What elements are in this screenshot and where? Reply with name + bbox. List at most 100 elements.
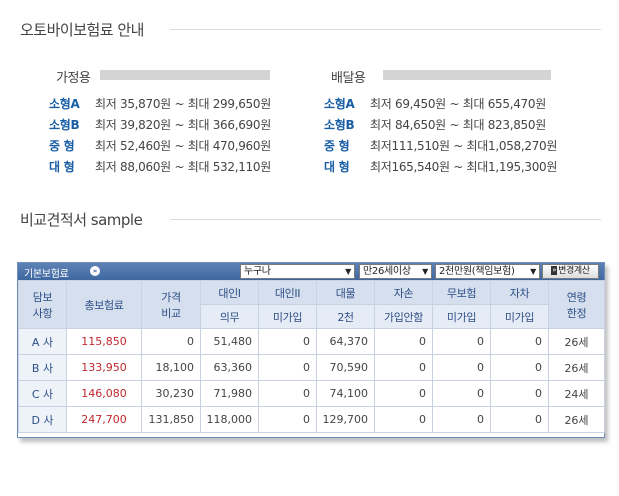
cell-total: 247,700: [66, 406, 142, 433]
plan-name: 소형A: [49, 97, 80, 111]
header-uninsured: 무보험: [432, 280, 491, 305]
cell-bodily2: 0: [258, 354, 317, 381]
driver-select[interactable]: 누구나 ▼: [240, 264, 355, 279]
group-label-home: 가정용: [56, 71, 91, 86]
header-total: 총보험료: [66, 280, 142, 329]
plan-range: 최저 84,650원 ~ 최대 823,850원: [370, 118, 546, 132]
coverage-select[interactable]: 2천만원(책임보험) ▼: [435, 264, 540, 279]
cell-bodily1: 51,480: [200, 328, 259, 355]
table-row: C 사 146,080 30,230 71,980 0 74,100 0 0 0…: [18, 380, 605, 407]
cell-diff: 18,100: [141, 354, 201, 381]
age-select-value: 만26세이상: [363, 266, 411, 277]
plan-name: 중 형: [49, 139, 75, 153]
plan-row: 대 형 최저165,540원 ~ 최대1,195,300원: [324, 156, 557, 177]
table-row: A 사 115,850 0 51,480 0 64,370 0 0 0 26세: [18, 328, 605, 355]
more-icon[interactable]: »: [90, 266, 100, 276]
header-own-damage: 자차: [490, 280, 549, 305]
table-row: B 사 133,950 18,100 63,360 0 70,590 0 0 0…: [18, 354, 605, 381]
plan-name: 소형B: [324, 118, 355, 132]
cell-uninsured: 0: [432, 380, 491, 407]
header-bodily1: 대인I: [200, 280, 259, 305]
subheader-property: 2천: [316, 304, 375, 329]
cell-age: 24세: [548, 380, 605, 407]
plan-range: 최저 35,870원 ~ 최대 299,650원: [95, 97, 271, 111]
cell-company: D 사: [18, 406, 67, 433]
comparison-table: 담보 사항 총보험료 가격 비교 대인I 대인II 대물 자손 무보험 자차 연…: [18, 280, 605, 433]
subheader-self-injury: 가입안함: [374, 304, 433, 329]
driver-select-value: 누구나: [244, 266, 271, 277]
cell-company: B 사: [18, 354, 67, 381]
plan-range: 최저 39,820원 ~ 최대 366,690원: [95, 118, 271, 132]
plan-name: 대 형: [324, 160, 350, 174]
cell-property: 64,370: [316, 328, 375, 355]
plan-row: 소형B 최저 39,820원 ~ 최대 366,690원: [49, 114, 271, 135]
cell-self-injury: 0: [374, 354, 433, 381]
cell-company: C 사: [18, 380, 67, 407]
cell-company: A 사: [18, 328, 67, 355]
plan-range: 최저111,510원 ~ 최대1,058,270원: [370, 139, 558, 153]
table-row: D 사 247,700 131,850 118,000 0 129,700 0 …: [18, 406, 605, 433]
group-label-delivery: 배달용: [331, 71, 366, 86]
plan-row: 중 형 최저111,510원 ~ 최대1,058,270원: [324, 135, 557, 156]
compare-divider: [170, 219, 601, 220]
age-select[interactable]: 만26세이상 ▼: [359, 264, 432, 279]
cell-own-damage: 0: [490, 380, 549, 407]
cell-self-injury: 0: [374, 380, 433, 407]
plan-range: 최저 88,060원 ~ 최대 532,110원: [95, 160, 271, 174]
cell-bodily2: 0: [258, 380, 317, 407]
subheader-uninsured: 미가입: [432, 304, 491, 329]
cell-bodily2: 0: [258, 328, 317, 355]
cell-self-injury: 0: [374, 406, 433, 433]
cell-age: 26세: [548, 328, 605, 355]
plan-row: 소형A 최저 35,870원 ~ 최대 299,650원: [49, 93, 271, 114]
header-company: 담보 사항: [18, 280, 67, 329]
cell-uninsured: 0: [432, 406, 491, 433]
cell-uninsured: 0: [432, 328, 491, 355]
cell-property: 129,700: [316, 406, 375, 433]
header-age-limit: 연령 한정: [548, 280, 605, 329]
plan-row: 중 형 최저 52,460원 ~ 최대 470,960원: [49, 135, 271, 156]
subheader-bodily2: 미가입: [258, 304, 317, 329]
cell-own-damage: 0: [490, 354, 549, 381]
cell-bodily2: 0: [258, 406, 317, 433]
cell-own-damage: 0: [490, 328, 549, 355]
recalculate-label: 변경계산: [558, 266, 590, 276]
dropdown-arrow-icon: ▼: [345, 267, 351, 276]
header-price-diff: 가격 비교: [141, 280, 201, 329]
dropdown-arrow-icon: ▼: [422, 267, 428, 276]
header-property: 대물: [316, 280, 375, 305]
plan-name: 소형B: [49, 118, 80, 132]
plan-range: 최저 52,460원 ~ 최대 470,960원: [95, 139, 271, 153]
recalculate-button[interactable]: » 변경계산: [542, 264, 599, 279]
plan-row: 소형B 최저 84,650원 ~ 최대 823,850원: [324, 114, 557, 135]
cell-uninsured: 0: [432, 354, 491, 381]
plan-row: 대 형 최저 88,060원 ~ 최대 532,110원: [49, 156, 271, 177]
header-bodily2: 대인II: [258, 280, 317, 305]
plan-name: 대 형: [49, 160, 75, 174]
header-self-injury: 자손: [374, 280, 433, 305]
cell-diff: 0: [141, 328, 201, 355]
double-arrow-icon: »: [551, 266, 558, 275]
cell-age: 26세: [548, 406, 605, 433]
title-divider: [170, 29, 601, 30]
group-bar-delivery: [383, 70, 551, 80]
cell-bodily1: 71,980: [200, 380, 259, 407]
cell-property: 74,100: [316, 380, 375, 407]
cell-own-damage: 0: [490, 406, 549, 433]
plan-list-delivery: 소형A 최저 69,450원 ~ 최대 655,470원 소형B 최저 84,650…: [324, 93, 557, 177]
plan-range: 최저 69,450원 ~ 최대 655,470원: [370, 97, 546, 111]
plan-list-home: 소형A 최저 35,870원 ~ 최대 299,650원 소형B 최저 39,820…: [49, 93, 271, 177]
cell-total: 115,850: [66, 328, 142, 355]
coverage-select-value: 2천만원(책임보험): [439, 266, 515, 277]
compare-title: 비교견적서 sample: [20, 211, 143, 229]
comparison-widget: 기본보험료 » 누구나 ▼ 만26세이상 ▼ 2천만원(책임보험) ▼ » 변경계…: [17, 262, 605, 438]
plan-row: 소형A 최저 69,450원 ~ 최대 655,470원: [324, 93, 557, 114]
subheader-bodily1: 의무: [200, 304, 259, 329]
cell-diff: 131,850: [141, 406, 201, 433]
subheader-own-damage: 미가입: [490, 304, 549, 329]
cell-bodily1: 63,360: [200, 354, 259, 381]
cell-bodily1: 118,000: [200, 406, 259, 433]
plan-range: 최저165,540원 ~ 최대1,195,300원: [370, 160, 558, 174]
page-title: 오토바이보험료 안내: [20, 21, 144, 39]
plan-name: 중 형: [324, 139, 350, 153]
